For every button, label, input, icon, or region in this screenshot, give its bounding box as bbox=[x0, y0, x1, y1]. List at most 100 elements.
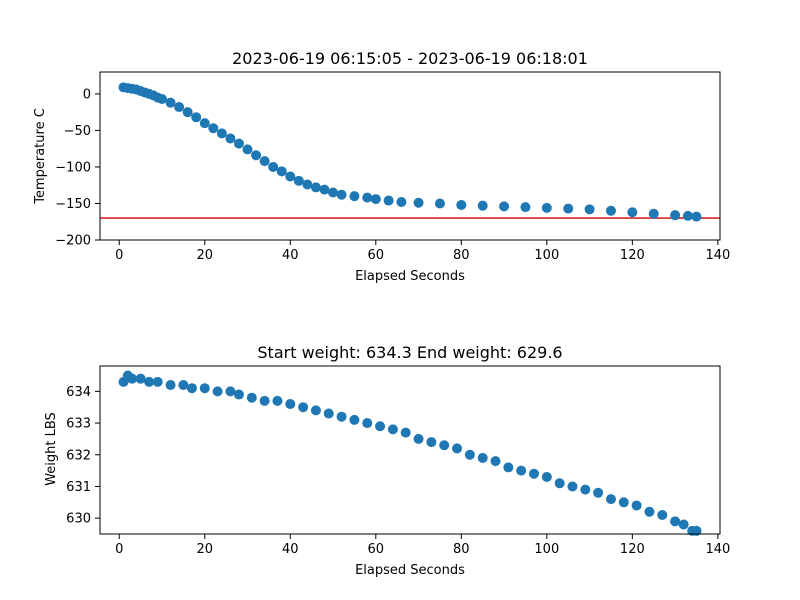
weight-data-point bbox=[199, 383, 210, 394]
temperature-y-axis-label: Temperature C bbox=[33, 108, 48, 205]
weight-chart: Start weight: 634.3 End weight: 629.6 El… bbox=[44, 343, 730, 578]
weight-data-point bbox=[464, 449, 475, 460]
weight-data-point bbox=[503, 462, 514, 473]
weight-data-point bbox=[336, 411, 347, 422]
temperature-y-tick-label: −50 bbox=[64, 124, 91, 139]
weight-data-point bbox=[439, 440, 450, 451]
temperature-data-point bbox=[456, 199, 467, 210]
weight-data-point bbox=[426, 437, 437, 448]
weight-x-tick-label: 140 bbox=[705, 542, 730, 557]
weight-data-point bbox=[178, 380, 189, 391]
weight-data-point bbox=[631, 500, 642, 511]
weight-x-tick-label: 60 bbox=[368, 542, 385, 557]
weight-data-point bbox=[298, 402, 309, 413]
weight-x-tick-label: 100 bbox=[534, 542, 559, 557]
weight-data-point bbox=[246, 392, 257, 403]
weight-data-point bbox=[285, 399, 296, 410]
weight-data-point bbox=[657, 509, 668, 520]
weight-data-point bbox=[567, 481, 578, 492]
temperature-x-tick-label: 80 bbox=[453, 248, 470, 263]
weight-x-tick-label: 40 bbox=[282, 542, 299, 557]
temperature-data-point bbox=[310, 182, 321, 193]
temperature-data-point bbox=[216, 128, 227, 139]
temperature-data-point bbox=[541, 202, 552, 213]
temperature-data-point bbox=[648, 208, 659, 219]
temperature-data-point bbox=[499, 201, 510, 212]
temperature-data-point bbox=[302, 179, 313, 190]
temperature-x-tick-label: 20 bbox=[196, 248, 213, 263]
weight-data-point bbox=[644, 506, 655, 517]
weight-data-point bbox=[259, 395, 270, 406]
temperature-data-point bbox=[251, 150, 262, 161]
weight-data-point bbox=[580, 484, 591, 495]
temperature-data-point bbox=[691, 211, 702, 222]
temperature-data-point bbox=[199, 118, 210, 129]
temperature-data-point bbox=[670, 210, 681, 221]
weight-data-point bbox=[375, 421, 386, 432]
temperature-data-point bbox=[225, 133, 236, 144]
weight-x-tick-label: 80 bbox=[453, 542, 470, 557]
weight-data-point bbox=[670, 516, 681, 527]
temperature-data-point bbox=[682, 210, 693, 221]
temperature-chart: 2023-06-19 06:15:05 - 2023-06-19 06:18:0… bbox=[33, 49, 730, 284]
temperature-data-point bbox=[627, 207, 638, 218]
temperature-data-point bbox=[584, 204, 595, 215]
temperature-data-point bbox=[208, 123, 219, 134]
temperature-chart-title: 2023-06-19 06:15:05 - 2023-06-19 06:18:0… bbox=[232, 49, 588, 68]
weight-data-point bbox=[212, 386, 223, 397]
weight-data-point bbox=[135, 373, 146, 384]
temperature-data-point bbox=[336, 189, 347, 200]
temperature-data-point bbox=[182, 107, 193, 118]
weight-data-point bbox=[593, 487, 604, 498]
temperature-x-axis-label: Elapsed Seconds bbox=[355, 269, 465, 284]
weight-plot-area bbox=[118, 370, 702, 536]
temperature-data-point bbox=[396, 197, 407, 208]
temperature-y-tick-label: −150 bbox=[55, 197, 91, 212]
weight-data-point bbox=[144, 376, 155, 387]
temperature-data-point bbox=[233, 138, 244, 149]
temperature-data-point bbox=[276, 166, 287, 177]
temperature-data-point bbox=[370, 194, 381, 205]
temperature-data-point bbox=[434, 198, 445, 209]
weight-ticks: 0 20 40 60 80 100 120 140 630 631 632 633 634 bbox=[66, 385, 730, 557]
weight-data-point bbox=[310, 405, 321, 416]
temperature-axes-frame bbox=[99, 71, 721, 241]
weight-y-axis-label: Weight LBS bbox=[44, 412, 59, 486]
weight-data-point bbox=[349, 414, 360, 425]
weight-data-point bbox=[127, 373, 138, 384]
weight-data-point bbox=[516, 465, 527, 476]
temperature-data-point bbox=[174, 102, 185, 113]
temperature-x-tick-label: 100 bbox=[534, 248, 559, 263]
temperature-data-point bbox=[268, 161, 279, 172]
weight-y-tick-label: 634 bbox=[66, 385, 91, 400]
weight-data-point bbox=[362, 418, 373, 429]
weight-data-point bbox=[477, 452, 488, 463]
weight-x-tick-label: 20 bbox=[196, 542, 213, 557]
weight-x-tick-label: 0 bbox=[115, 542, 123, 557]
weight-data-point bbox=[152, 376, 163, 387]
weight-data-point bbox=[413, 433, 424, 444]
weight-data-point bbox=[225, 386, 236, 397]
temperature-data-point bbox=[477, 200, 488, 211]
temperature-data-point bbox=[242, 144, 253, 155]
weight-data-point bbox=[165, 380, 176, 391]
weight-y-tick-label: 632 bbox=[66, 448, 91, 463]
weight-y-tick-label: 633 bbox=[66, 417, 91, 432]
weight-x-tick-label: 120 bbox=[620, 542, 645, 557]
temperature-data-point bbox=[191, 112, 202, 123]
temperature-data-point bbox=[259, 156, 270, 167]
temperature-data-point bbox=[157, 94, 167, 105]
temperature-data-point bbox=[362, 192, 373, 203]
weight-chart-title: Start weight: 634.3 End weight: 629.6 bbox=[257, 343, 562, 362]
weight-y-tick-label: 630 bbox=[66, 512, 91, 527]
temperature-data-point bbox=[413, 197, 424, 208]
temperature-ticks: 0 20 40 60 80 100 120 140 0 −50 −100 −150 −200 bbox=[55, 87, 730, 263]
weight-x-axis-label: Elapsed Seconds bbox=[355, 563, 465, 578]
temperature-data-point bbox=[328, 187, 339, 198]
weight-data-point bbox=[272, 395, 283, 406]
temperature-data-point bbox=[383, 195, 394, 206]
temperature-plot-area bbox=[100, 82, 720, 222]
temperature-y-tick-label: −100 bbox=[55, 160, 91, 175]
temperature-x-tick-label: 60 bbox=[368, 248, 385, 263]
temperature-x-tick-label: 140 bbox=[705, 248, 730, 263]
